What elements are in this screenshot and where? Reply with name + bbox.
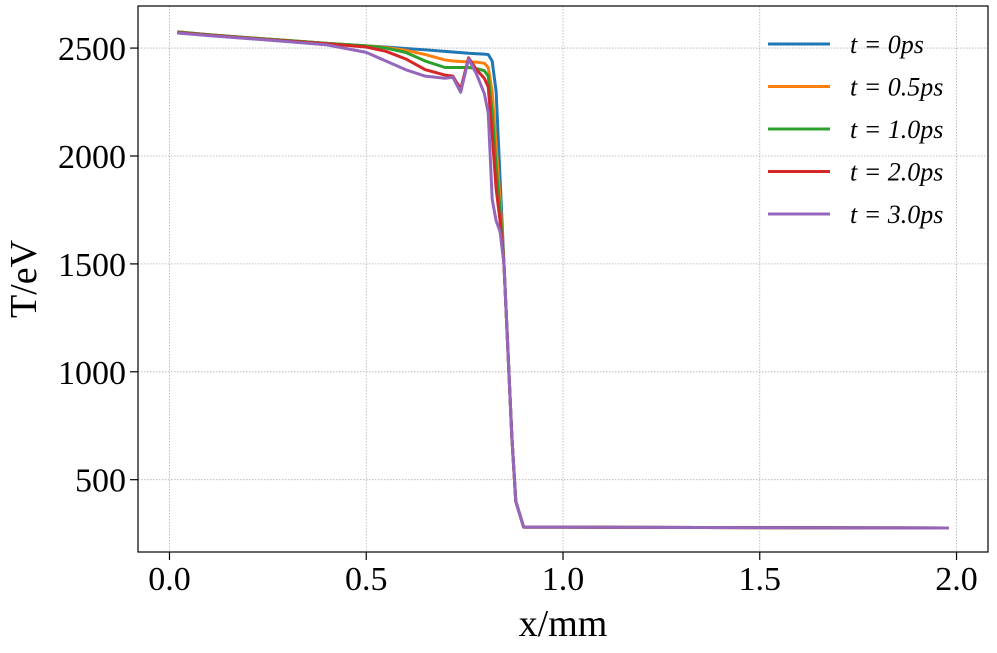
legend-label: t = 0ps	[850, 30, 924, 59]
plot-frame	[137, 5, 989, 553]
x-tick-label: 2.0	[935, 561, 978, 598]
x-tick-label: 0.5	[345, 561, 388, 598]
legend-label: t = 0.5ps	[850, 73, 943, 102]
legend-label: t = 1.0ps	[850, 115, 943, 144]
x-tick-label: 0.0	[148, 561, 191, 598]
y-tick-label: 2000	[58, 139, 126, 176]
legend-label: t = 3.0ps	[850, 200, 943, 229]
x-axis-label: x/mm	[519, 603, 608, 645]
y-tick-label: 1500	[58, 247, 126, 284]
y-tick-label: 500	[75, 463, 126, 500]
y-axis-label: T/eV	[3, 239, 45, 318]
y-tick-label: 1000	[58, 355, 126, 392]
y-tick-label: 2500	[58, 31, 126, 68]
legend-label: t = 2.0ps	[850, 158, 943, 187]
x-tick-label: 1.0	[542, 561, 585, 598]
series-line	[177, 31, 949, 530]
x-tick-label: 1.5	[739, 561, 782, 598]
